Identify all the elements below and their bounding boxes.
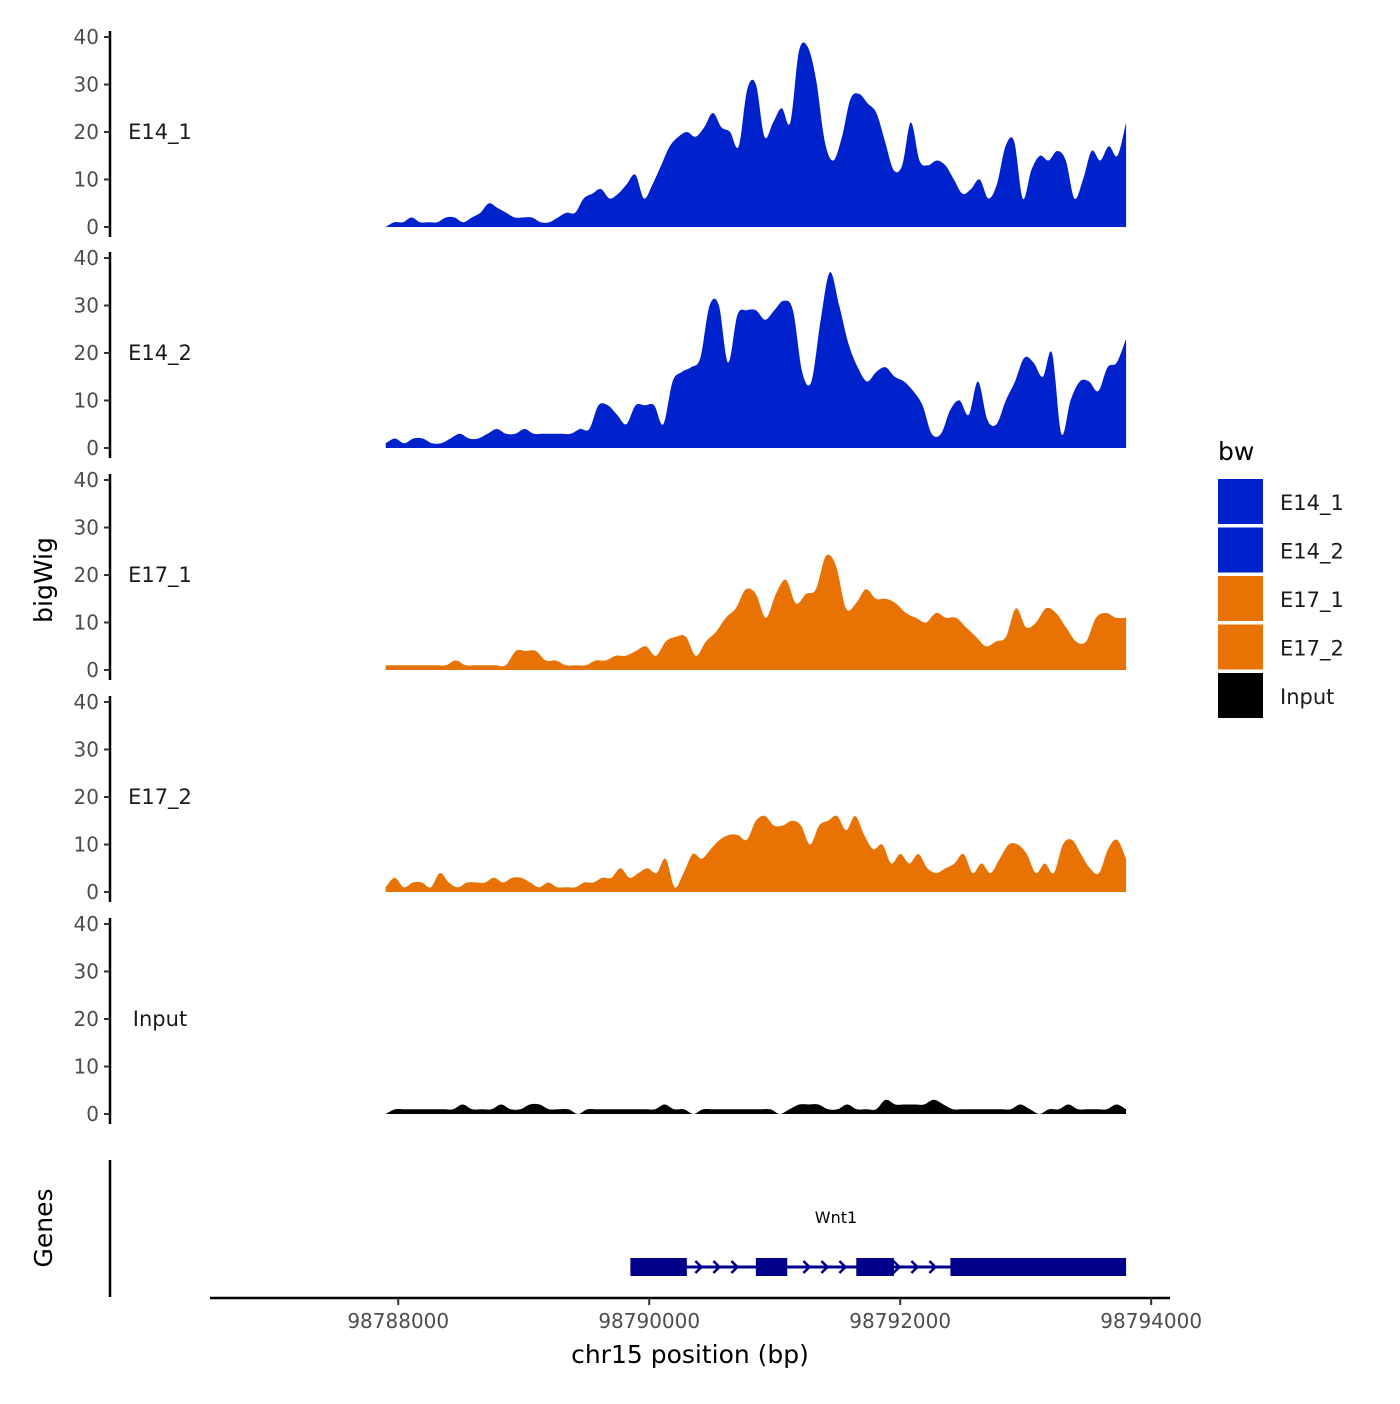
track-label: E14_2 bbox=[128, 341, 192, 366]
legend-label: E14_2 bbox=[1280, 540, 1344, 565]
exon bbox=[856, 1258, 894, 1276]
legend-swatch bbox=[1218, 527, 1263, 573]
legend-swatch bbox=[1218, 673, 1263, 718]
x-tick-label: 98794000 bbox=[1100, 1309, 1202, 1333]
strand-arrow bbox=[892, 1260, 902, 1274]
y-tick-label: 40 bbox=[74, 25, 99, 49]
y-tick-label: 0 bbox=[86, 215, 99, 239]
strand-arrow bbox=[928, 1260, 938, 1274]
legend-label: E14_1 bbox=[1280, 491, 1344, 516]
exon bbox=[950, 1258, 1127, 1276]
legend-label: E17_2 bbox=[1280, 637, 1344, 662]
legend-label: Input bbox=[1280, 685, 1334, 709]
strand-arrow bbox=[712, 1260, 722, 1274]
y-tick-label: 40 bbox=[74, 912, 99, 936]
area-input bbox=[385, 1099, 1127, 1114]
legend: bw E14_1 E14_2 E17_1 E17_2 Input bbox=[1218, 437, 1344, 718]
legend-swatch bbox=[1218, 624, 1263, 670]
gene-name: Wnt1 bbox=[815, 1208, 857, 1227]
gene-track-label: Genes bbox=[29, 1188, 58, 1267]
x-tick-label: 98790000 bbox=[598, 1309, 700, 1333]
y-tick-label: 30 bbox=[74, 738, 99, 762]
y-tick-label: 10 bbox=[74, 611, 99, 635]
strand-arrow bbox=[838, 1260, 848, 1274]
track-e17-1: 0 10 20 30 40 E17_1 bbox=[74, 468, 1127, 682]
legend-swatch bbox=[1218, 479, 1263, 524]
y-tick-label: 0 bbox=[86, 436, 99, 460]
y-tick-label: 10 bbox=[74, 168, 99, 192]
y-tick-label: 20 bbox=[74, 785, 99, 809]
x-axis: 98788000 98790000 98792000 98794000 bbox=[210, 1296, 1202, 1333]
strand-arrow bbox=[694, 1260, 704, 1274]
legend-label: E17_1 bbox=[1280, 588, 1344, 613]
y-tick-label: 30 bbox=[74, 73, 99, 97]
track-e17-2: 0 10 20 30 40 E17_2 bbox=[74, 690, 1127, 904]
y-tick-label: 30 bbox=[74, 294, 99, 318]
x-axis-title: chr15 position (bp) bbox=[571, 1340, 809, 1369]
tracks-layer: 0 10 20 30 40 E14_1 0 10 20 30 40 E14_2 0 10 20 30 40 E17… bbox=[74, 25, 1127, 1126]
gene-track bbox=[108, 1160, 1127, 1297]
legend-title: bw bbox=[1218, 437, 1254, 466]
area-e14-2 bbox=[385, 272, 1127, 448]
strand-arrow bbox=[820, 1260, 830, 1274]
strand-arrow bbox=[730, 1260, 740, 1274]
track-label: Input bbox=[133, 1007, 187, 1031]
track-label: E14_1 bbox=[128, 120, 192, 145]
track-e14-1: 0 10 20 30 40 E14_1 bbox=[74, 25, 1127, 239]
y-tick-label: 0 bbox=[86, 658, 99, 682]
track-e14-2: 0 10 20 30 40 E14_2 bbox=[74, 246, 1127, 460]
track-input: 0 10 20 30 40 Input bbox=[74, 912, 1127, 1126]
y-axis-title: bigWig bbox=[29, 537, 58, 623]
y-tick-label: 20 bbox=[74, 1007, 99, 1031]
y-tick-label: 0 bbox=[86, 1102, 99, 1126]
strand-arrow bbox=[910, 1260, 920, 1274]
y-tick-label: 40 bbox=[74, 468, 99, 492]
y-tick-label: 40 bbox=[74, 690, 99, 714]
area-e17-2 bbox=[385, 815, 1127, 892]
track-label: E17_2 bbox=[128, 785, 192, 810]
strand-arrow bbox=[802, 1260, 812, 1274]
track-label: E17_1 bbox=[128, 563, 192, 588]
y-tick-label: 30 bbox=[74, 960, 99, 984]
y-tick-label: 20 bbox=[74, 120, 99, 144]
y-tick-label: 40 bbox=[74, 246, 99, 270]
exon bbox=[630, 1258, 687, 1276]
area-e14-1 bbox=[385, 42, 1127, 228]
exon bbox=[755, 1258, 788, 1276]
x-tick-label: 98788000 bbox=[347, 1309, 449, 1333]
y-tick-label: 20 bbox=[74, 563, 99, 587]
y-tick-label: 20 bbox=[74, 341, 99, 365]
x-tick-label: 98792000 bbox=[849, 1309, 951, 1333]
y-tick-label: 10 bbox=[74, 389, 99, 413]
y-tick-label: 30 bbox=[74, 516, 99, 540]
area-e17-1 bbox=[385, 554, 1127, 670]
y-tick-label: 10 bbox=[74, 1055, 99, 1079]
legend-swatch bbox=[1218, 576, 1263, 621]
y-tick-label: 10 bbox=[74, 833, 99, 857]
y-tick-label: 0 bbox=[86, 880, 99, 904]
